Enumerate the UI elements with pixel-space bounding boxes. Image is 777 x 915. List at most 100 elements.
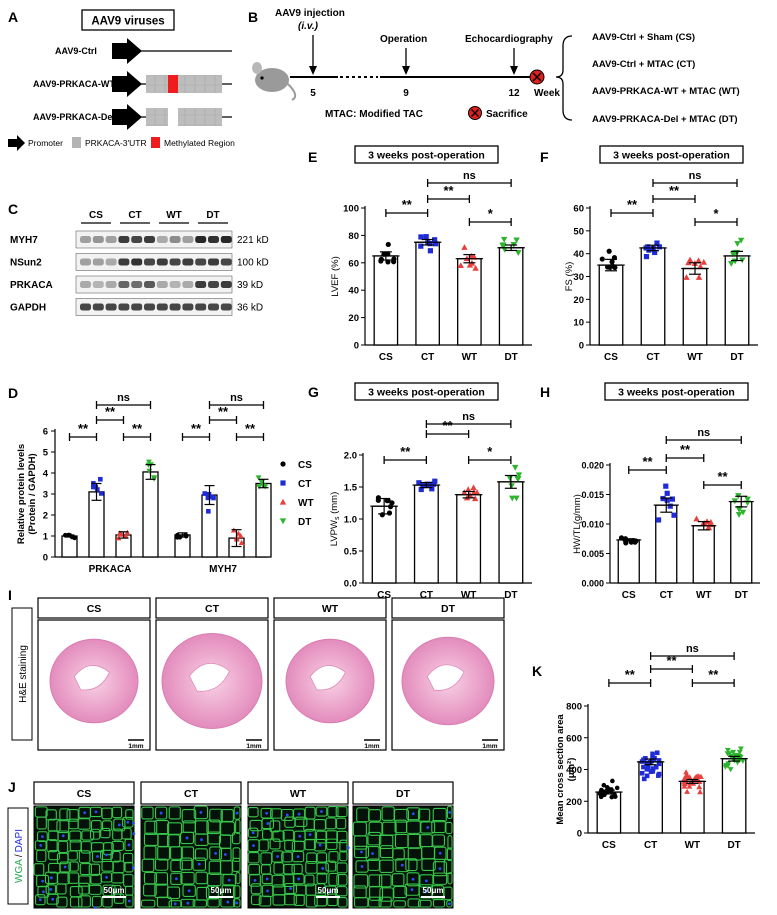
nucleus	[251, 831, 255, 835]
band-size: 221 kD	[237, 235, 269, 246]
data-point	[427, 241, 433, 247]
cell-membrane	[209, 808, 223, 823]
cell-membrane	[140, 899, 156, 908]
data-point	[739, 509, 747, 516]
cell-membrane	[46, 893, 59, 905]
significance-label: *	[487, 444, 493, 459]
cell-membrane	[90, 819, 102, 833]
chart-title: 3 weeks post-operation	[613, 150, 730, 162]
cell-membrane	[91, 850, 104, 863]
data-point	[378, 256, 384, 262]
blot-band	[131, 303, 143, 311]
cell-membrane	[231, 832, 241, 845]
cell-membrane	[206, 819, 221, 835]
data-point	[695, 773, 701, 779]
cell-membrane	[180, 871, 195, 885]
bar	[88, 491, 105, 558]
group-label: AAV9-Ctrl + Sham (CS)	[592, 32, 695, 43]
cell-membrane	[125, 894, 134, 908]
cell-membrane	[59, 861, 71, 873]
cell-membrane	[316, 852, 328, 863]
nucleus	[438, 867, 442, 871]
data-point	[420, 483, 426, 489]
cell-membrane	[170, 859, 183, 873]
cell-membrane	[207, 897, 220, 908]
data-point	[696, 783, 703, 790]
cell-membrane	[258, 839, 269, 852]
cell-membrane	[46, 839, 58, 853]
nucleus	[223, 853, 227, 856]
data-point	[515, 476, 522, 482]
blot-band	[208, 258, 219, 266]
nucleus	[227, 878, 231, 882]
nucleus	[266, 889, 269, 893]
nucleus	[360, 865, 364, 868]
x-tick-label: PRKACA	[89, 564, 132, 575]
y-axis-label: (μm²)	[566, 758, 577, 782]
nucleus	[197, 862, 201, 866]
data-point	[146, 459, 152, 465]
y-tick-label: 200	[566, 797, 582, 808]
cell-membrane	[124, 838, 134, 852]
nucleus	[265, 877, 269, 881]
cell-membrane	[233, 806, 241, 820]
nucleus	[253, 878, 257, 882]
cell-membrane	[88, 863, 101, 876]
x-tick-label: CS	[622, 590, 636, 601]
nucleus	[185, 836, 189, 840]
y-tick-label: 10	[573, 318, 584, 329]
significance-label: ns	[686, 643, 699, 655]
significance-label: **	[680, 442, 691, 457]
data-point	[515, 472, 523, 479]
cell-membrane	[233, 898, 241, 908]
cell-membrane	[250, 883, 262, 895]
cell-membrane	[305, 894, 318, 908]
cell-membrane	[180, 846, 195, 861]
blot-band	[156, 303, 168, 311]
panel-f-fs-chart: F 3 weeks post-operation 0 10 20 30 40 50 60 FS (…	[540, 145, 758, 363]
data-point	[644, 766, 650, 772]
bar	[724, 255, 750, 346]
data-point	[122, 533, 129, 539]
data-point	[648, 758, 654, 764]
y-tick-label: 1.5	[344, 483, 358, 494]
data-point	[683, 769, 689, 775]
blot-band	[118, 281, 130, 288]
significance-label: **	[666, 653, 677, 668]
data-point	[735, 506, 743, 513]
scale-label: 1mm	[364, 743, 379, 750]
nucleus	[41, 879, 45, 883]
data-point	[427, 248, 434, 254]
week-label: Week	[534, 88, 560, 99]
cell-membrane	[36, 816, 47, 830]
data-point	[664, 490, 670, 496]
cell-membrane	[369, 885, 384, 901]
y-tick-label: 1	[43, 532, 49, 543]
cell-membrane	[194, 848, 208, 861]
significance-label: ns	[117, 392, 130, 404]
cell-membrane	[393, 885, 408, 899]
cell-membrane	[271, 874, 285, 888]
blot-band	[156, 258, 168, 266]
tile-header	[33, 781, 135, 805]
blot-band	[220, 303, 232, 311]
data-point	[432, 478, 438, 484]
y-tick-label: 1.0	[344, 515, 357, 526]
cell-membrane	[111, 806, 123, 819]
data-point	[686, 774, 693, 780]
y-tick-label: 0	[43, 553, 48, 564]
data-point	[205, 495, 211, 501]
cell-membrane	[315, 830, 328, 844]
significance-label: **	[191, 421, 202, 436]
cell-membrane	[113, 893, 125, 904]
nucleus	[289, 887, 292, 890]
data-point	[506, 475, 514, 482]
nucleus	[448, 810, 452, 814]
blot-band	[131, 258, 143, 266]
bar	[617, 539, 640, 584]
x-tick-label: DT	[504, 590, 517, 601]
data-point	[643, 253, 650, 260]
blot-band	[144, 303, 155, 311]
data-point	[744, 496, 751, 503]
